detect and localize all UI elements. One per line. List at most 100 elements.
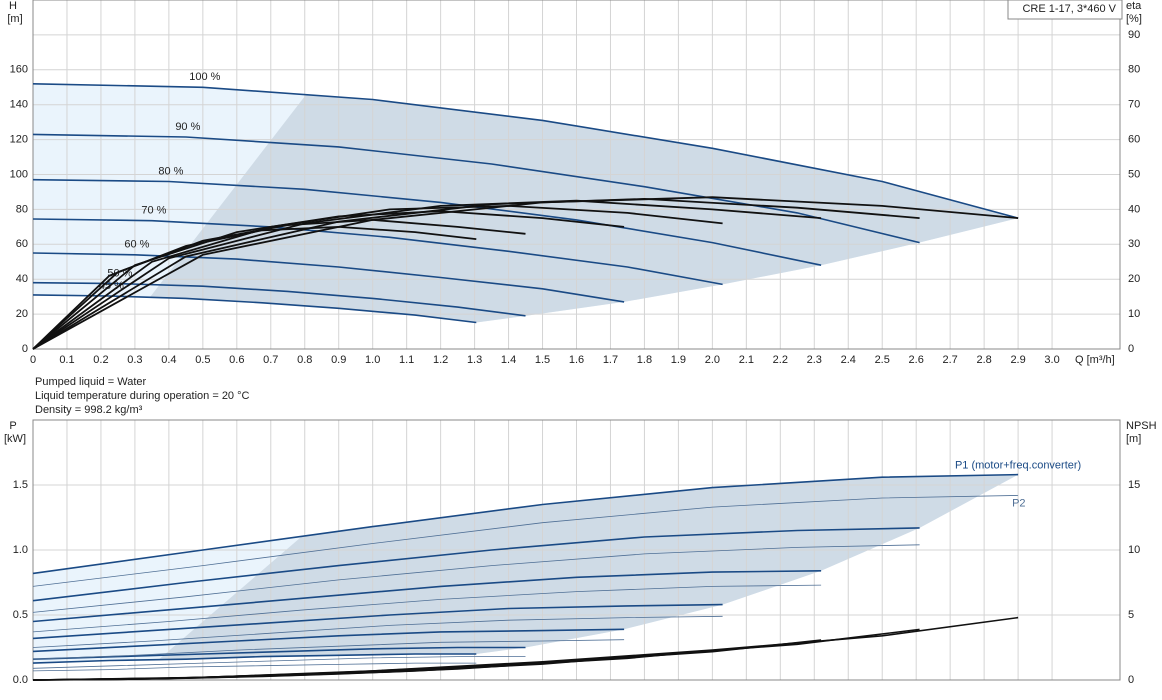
legend-box — [1007, 0, 1123, 20]
x-tick-label: 3.0 — [1044, 354, 1059, 366]
curve — [32, 570, 822, 623]
x-tick-label: 1.8 — [637, 354, 652, 366]
curve — [32, 527, 920, 602]
y2-tick-label: 0 — [1128, 343, 1134, 355]
x-tick-label: 2.9 — [1010, 354, 1025, 366]
y2-tick-label: 90 — [1128, 29, 1140, 41]
curve — [32, 178, 822, 266]
x-tick-label: 2.2 — [773, 354, 788, 366]
x-tick-label: 2.3 — [807, 354, 822, 366]
curve-label: 80 % — [158, 165, 183, 177]
y-axis-label: H — [9, 0, 17, 12]
curve — [32, 653, 477, 664]
x-tick-label: 2.6 — [909, 354, 924, 366]
curve — [32, 639, 625, 660]
y2-axis-label: NPSH — [1126, 420, 1157, 432]
x-tick-label: 0.6 — [229, 354, 244, 366]
annotation: Liquid temperature during operation = 20… — [35, 390, 250, 402]
y-tick-label: 140 — [10, 99, 28, 111]
y2-tick-label: 60 — [1128, 134, 1140, 146]
curve — [32, 133, 920, 244]
curve — [32, 662, 477, 672]
y-tick-label: 1.5 — [13, 479, 28, 491]
y-tick-label: 0.0 — [13, 674, 28, 686]
curve — [32, 666, 477, 681]
curve-label: 70 % — [141, 205, 166, 217]
y-tick-label: 20 — [16, 308, 28, 320]
x-tick-label: 2.1 — [739, 354, 754, 366]
curve-label: 60 % — [124, 239, 149, 251]
x-tick-label: 2.7 — [943, 354, 958, 366]
y-tick-label: 60 — [16, 238, 28, 250]
y2-tick-label: 10 — [1128, 544, 1140, 556]
x-tick-label: 1.0 — [365, 354, 380, 366]
x-tick-label: 0.2 — [93, 354, 108, 366]
operating-region — [135, 474, 1019, 664]
y2-tick-label: 40 — [1128, 203, 1140, 215]
curve — [32, 225, 477, 350]
x-axis-label: Q [m³/h] — [1075, 354, 1115, 366]
y2-tick-label: 5 — [1128, 609, 1134, 621]
x-tick-label: 0.4 — [161, 354, 176, 366]
y-axis-label: P — [9, 420, 16, 432]
y-axis-unit: [kW] — [4, 433, 26, 445]
y-tick-label: 40 — [16, 273, 28, 285]
curve — [32, 83, 1019, 219]
x-tick-label: 1.1 — [399, 354, 414, 366]
curve — [32, 218, 723, 286]
x-tick-label: 2.0 — [705, 354, 720, 366]
x-tick-label: 0 — [30, 354, 36, 366]
curve — [32, 204, 723, 350]
y-tick-label: 80 — [16, 203, 28, 215]
curve-label: 90 % — [175, 121, 200, 133]
curve — [32, 294, 477, 324]
x-tick-label: 2.5 — [875, 354, 890, 366]
curve — [32, 544, 920, 613]
curve — [32, 281, 526, 317]
y2-axis-label: eta — [1126, 0, 1142, 12]
y2-tick-label: 15 — [1128, 479, 1140, 491]
x-tick-label: 1.3 — [467, 354, 482, 366]
curve — [32, 199, 822, 350]
curve — [32, 603, 723, 640]
annotation: Pumped liquid = Water — [35, 376, 147, 388]
curve — [32, 584, 822, 633]
y2-tick-label: 20 — [1128, 273, 1140, 285]
y-tick-label: 1.0 — [13, 544, 28, 556]
y2-tick-label: 30 — [1128, 238, 1140, 250]
y2-tick-label: 10 — [1128, 308, 1140, 320]
y2-tick-label: 70 — [1128, 99, 1140, 111]
x-tick-label: 1.9 — [671, 354, 686, 366]
y-tick-label: 0.5 — [13, 609, 28, 621]
curve-label: P1 (motor+freq.converter) — [955, 460, 1081, 472]
x-tick-label: 1.7 — [603, 354, 618, 366]
curve — [32, 656, 526, 669]
annotation: Density = 998.2 kg/m³ — [35, 404, 143, 416]
y-tick-label: 160 — [10, 64, 28, 76]
x-tick-label: 0.3 — [127, 354, 142, 366]
y2-tick-label: 0 — [1128, 674, 1134, 686]
x-tick-label: 1.2 — [433, 354, 448, 366]
y-axis-unit: [m] — [7, 13, 22, 25]
curve-label: P2 — [1012, 497, 1025, 509]
y-tick-label: 120 — [10, 134, 28, 146]
curve-label: 100 % — [189, 71, 220, 83]
y-tick-label: 0 — [22, 343, 28, 355]
y-tick-label: 100 — [10, 168, 28, 180]
y2-axis-unit: [%] — [1126, 13, 1142, 25]
curve — [32, 495, 1019, 587]
curve — [32, 473, 1019, 575]
x-tick-label: 1.4 — [501, 354, 516, 366]
y2-axis-unit: [m] — [1126, 433, 1141, 445]
x-tick-label: 0.9 — [331, 354, 346, 366]
x-tick-label: 2.4 — [841, 354, 856, 366]
x-tick-label: 0.7 — [263, 354, 278, 366]
x-tick-label: 0.8 — [297, 354, 312, 366]
curve — [32, 252, 625, 303]
x-tick-label: 0.1 — [59, 354, 74, 366]
curve — [32, 646, 526, 660]
x-tick-label: 2.8 — [976, 354, 991, 366]
curve — [32, 615, 723, 648]
